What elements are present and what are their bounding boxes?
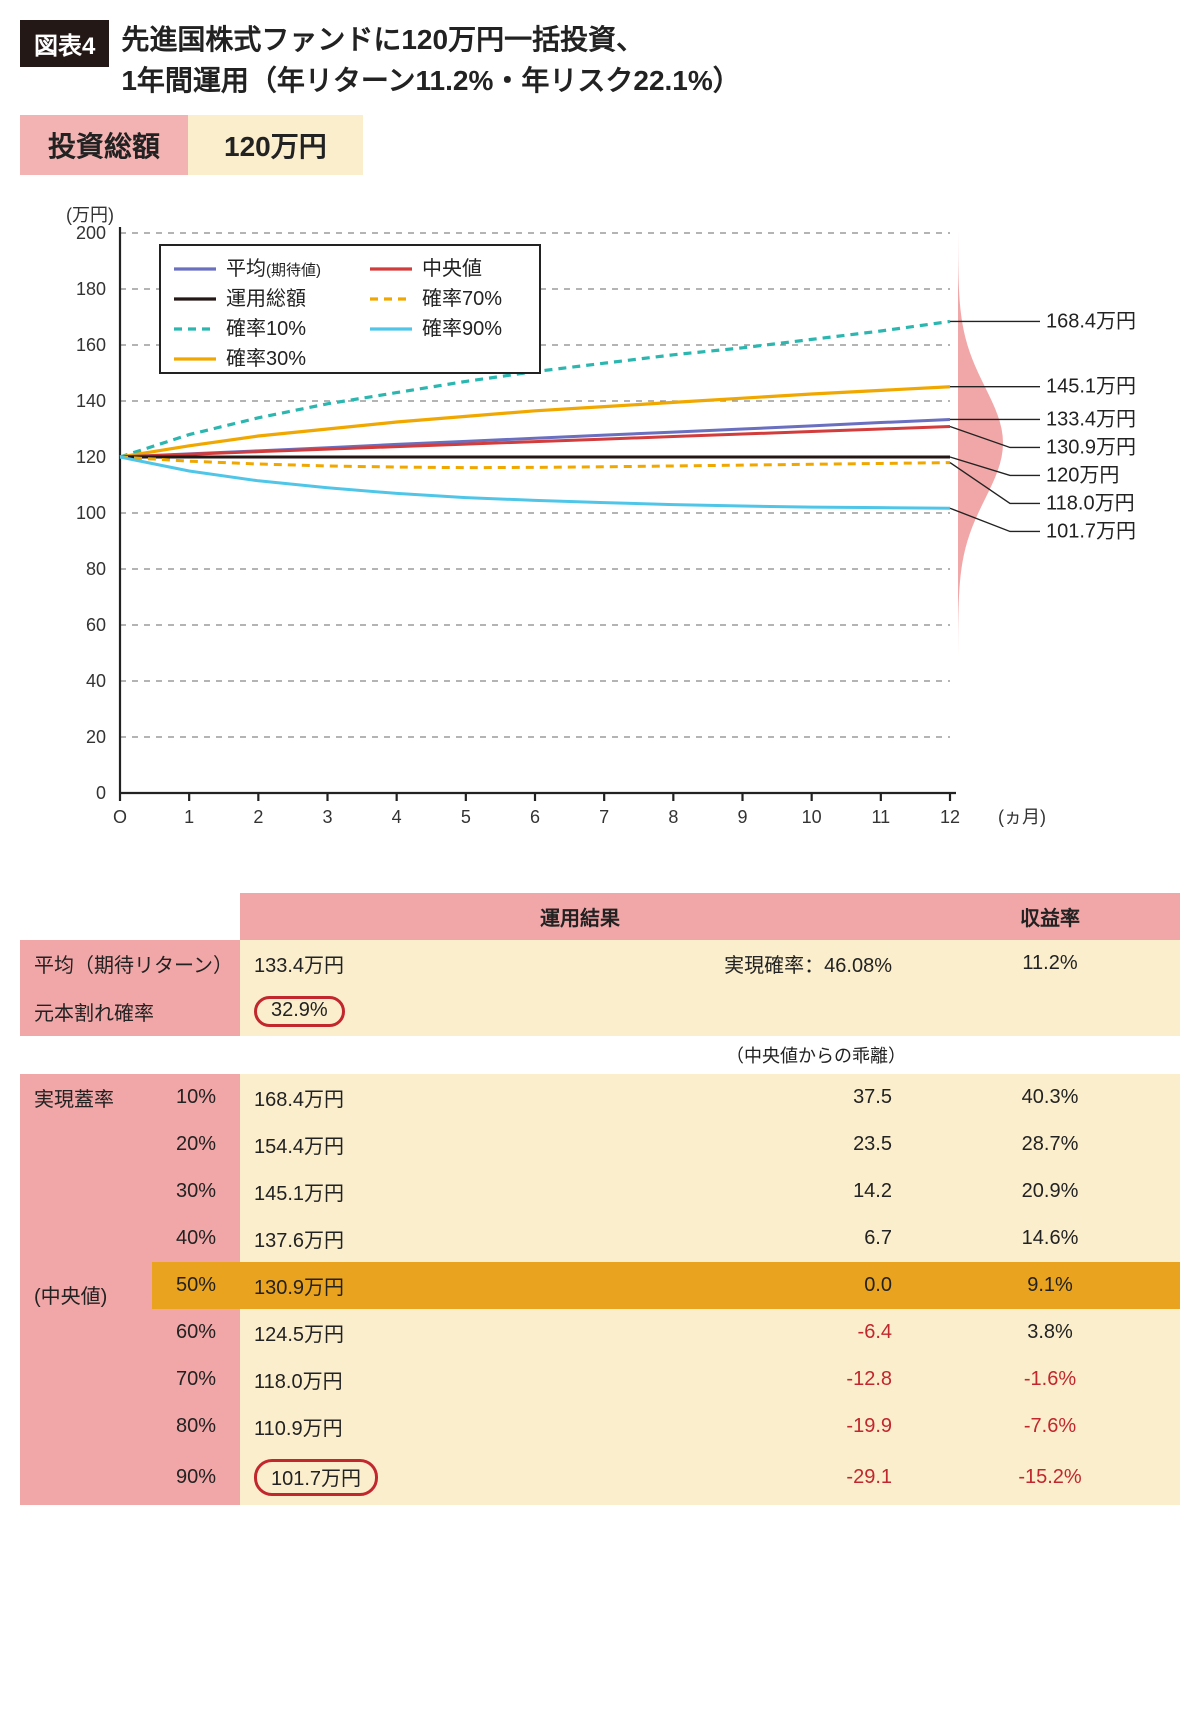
title-line-2: 1年間運用（年リターン11.2%・年リスク22.1%） xyxy=(121,65,740,96)
svg-text:80: 80 xyxy=(86,559,106,579)
svg-text:20: 20 xyxy=(86,727,106,747)
svg-text:運用総額: 運用総額 xyxy=(226,287,306,310)
svg-text:120: 120 xyxy=(76,447,106,467)
row-mean: 平均（期待リターン） 133.4万円 実現確率：46.08% 11.2% xyxy=(20,940,1180,987)
prob-group-label: 実現蓋率(中央値) xyxy=(20,1074,152,1505)
probability-table: 実現蓋率(中央値)10%168.4万円37.540.3%20%154.4万円23… xyxy=(20,1074,1180,1505)
prob-row-20%: 20%154.4万円23.528.7% xyxy=(20,1121,1180,1168)
sub-caption: （中央値からの乖離） xyxy=(500,1036,920,1074)
row-mean-value: 133.4万円 xyxy=(240,940,500,987)
svg-text:4: 4 xyxy=(392,807,402,827)
svg-text:180: 180 xyxy=(76,279,106,299)
figure-badge: 図表4 xyxy=(20,20,109,67)
svg-text:確率30%: 確率30% xyxy=(226,347,306,370)
summary-header-row: 運用結果 収益率 xyxy=(20,893,1180,940)
svg-text:確率90%: 確率90% xyxy=(422,317,502,340)
prob-row-70%: 70%118.0万円-12.8-1.6% xyxy=(20,1356,1180,1403)
svg-text:O: O xyxy=(113,807,127,827)
col-result: 運用結果 xyxy=(240,893,920,940)
svg-text:10: 10 xyxy=(802,807,822,827)
title-row: 図表4 先進国株式ファンドに120万円一括投資、 1年間運用（年リターン11.2… xyxy=(20,20,1180,101)
investment-amount-row: 投資総額 120万円 xyxy=(20,115,1180,175)
amount-value: 120万円 xyxy=(188,115,363,175)
svg-text:8: 8 xyxy=(668,807,678,827)
row-mean-label: 平均（期待リターン） xyxy=(20,940,240,987)
figure-title: 先進国株式ファンドに120万円一括投資、 1年間運用（年リターン11.2%・年リ… xyxy=(121,20,740,101)
svg-text:100: 100 xyxy=(76,503,106,523)
svg-text:118.0万円: 118.0万円 xyxy=(1046,493,1135,515)
svg-text:60: 60 xyxy=(86,615,106,635)
title-line-1: 先進国株式ファンドに120万円一括投資、 xyxy=(121,24,644,55)
svg-text:6: 6 xyxy=(530,807,540,827)
prob-row-30%: 30%145.1万円14.220.9% xyxy=(20,1168,1180,1215)
prob-row-80%: 80%110.9万円-19.9-7.6% xyxy=(20,1403,1180,1450)
row-loss-value: 32.9% xyxy=(240,987,500,1036)
svg-text:7: 7 xyxy=(599,807,609,827)
loss-prob-highlight: 32.9% xyxy=(254,996,345,1027)
svg-text:0: 0 xyxy=(96,783,106,803)
prob-row-60%: 60%124.5万円-6.43.8% xyxy=(20,1309,1180,1356)
svg-text:140: 140 xyxy=(76,391,106,411)
svg-text:2: 2 xyxy=(253,807,263,827)
svg-text:確率10%: 確率10% xyxy=(226,317,306,340)
svg-text:168.4万円: 168.4万円 xyxy=(1046,311,1136,333)
svg-text:確率70%: 確率70% xyxy=(422,287,502,310)
row-mean-prob: 実現確率：46.08% xyxy=(500,940,920,987)
summary-table: 運用結果 収益率 平均（期待リターン） 133.4万円 実現確率：46.08% … xyxy=(20,893,1180,1074)
row-mean-ret: 11.2% xyxy=(920,940,1180,987)
row-loss-prob: 元本割れ確率 32.9% xyxy=(20,987,1180,1036)
prob-row-10%: 実現蓋率(中央値)10%168.4万円37.540.3% xyxy=(20,1074,1180,1121)
simulation-chart: (万円)020406080100120140160180200O12345678… xyxy=(20,193,1180,873)
svg-text:40: 40 xyxy=(86,671,106,691)
svg-text:9: 9 xyxy=(737,807,747,827)
svg-text:120万円: 120万円 xyxy=(1046,465,1119,487)
svg-text:145.1万円: 145.1万円 xyxy=(1046,376,1136,398)
svg-text:中央値: 中央値 xyxy=(422,257,482,280)
svg-text:3: 3 xyxy=(322,807,332,827)
svg-text:5: 5 xyxy=(461,807,471,827)
svg-text:12: 12 xyxy=(940,807,960,827)
svg-text:1: 1 xyxy=(184,807,194,827)
sub-caption-row: （中央値からの乖離） xyxy=(20,1036,1180,1074)
amount-label: 投資総額 xyxy=(20,115,188,175)
prob-row-50%: 50%130.9万円0.09.1% xyxy=(20,1262,1180,1309)
svg-text:130.9万円: 130.9万円 xyxy=(1046,437,1136,459)
prob-row-40%: 40%137.6万円6.714.6% xyxy=(20,1215,1180,1262)
svg-text:160: 160 xyxy=(76,335,106,355)
svg-text:101.7万円: 101.7万円 xyxy=(1046,521,1136,543)
prob-row-90%: 90%101.7万円-29.1-15.2% xyxy=(20,1450,1180,1505)
svg-text:(ヵ月): (ヵ月) xyxy=(998,807,1046,827)
svg-text:11: 11 xyxy=(871,807,890,827)
col-return: 収益率 xyxy=(920,893,1180,940)
svg-text:133.4万円: 133.4万円 xyxy=(1046,409,1136,431)
row-loss-label: 元本割れ確率 xyxy=(20,987,240,1036)
svg-text:200: 200 xyxy=(76,223,106,243)
svg-text:(万円): (万円) xyxy=(66,205,114,225)
